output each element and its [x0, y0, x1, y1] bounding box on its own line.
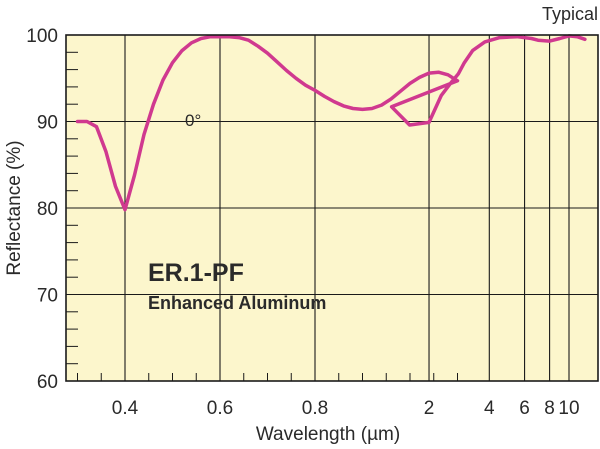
series-annotation: 0°	[185, 111, 201, 130]
y-tick-labels: 60 70 80 90 100	[26, 26, 58, 393]
x-tick-labels: 0.4 0.6 0.8 2 4 6 8 10	[112, 398, 580, 419]
x-tick-label-4: 4	[484, 398, 495, 419]
y-tick-label-60: 60	[37, 372, 58, 393]
x-axis-title: Wavelength (µm)	[256, 424, 400, 445]
y-tick-label-80: 80	[37, 199, 58, 220]
x-tick-label-2: 2	[424, 398, 435, 419]
product-subtitle: Enhanced Aluminum	[148, 293, 326, 313]
x-tick-label-6: 6	[519, 398, 530, 419]
x-tick-label-0.4: 0.4	[112, 398, 139, 419]
grid-lines	[66, 35, 598, 381]
x-tick-label-0.8: 0.8	[302, 398, 328, 419]
product-name: ER.1-PF	[148, 259, 244, 287]
series-line-reflectance	[75, 34, 587, 212]
y-tick-label-100: 100	[26, 26, 58, 47]
plot-frame	[65, 34, 599, 382]
y-tick-label-70: 70	[37, 286, 58, 307]
y-tick-label-90: 90	[37, 113, 58, 134]
corner-note: Typical	[542, 4, 598, 24]
y-axis-title: Reflectance (%)	[4, 140, 25, 275]
x-tick-label-8: 8	[544, 398, 555, 419]
axis-ticks	[66, 51, 458, 381]
x-tick-label-0.6: 0.6	[207, 398, 233, 419]
x-tick-label-10: 10	[558, 398, 579, 419]
